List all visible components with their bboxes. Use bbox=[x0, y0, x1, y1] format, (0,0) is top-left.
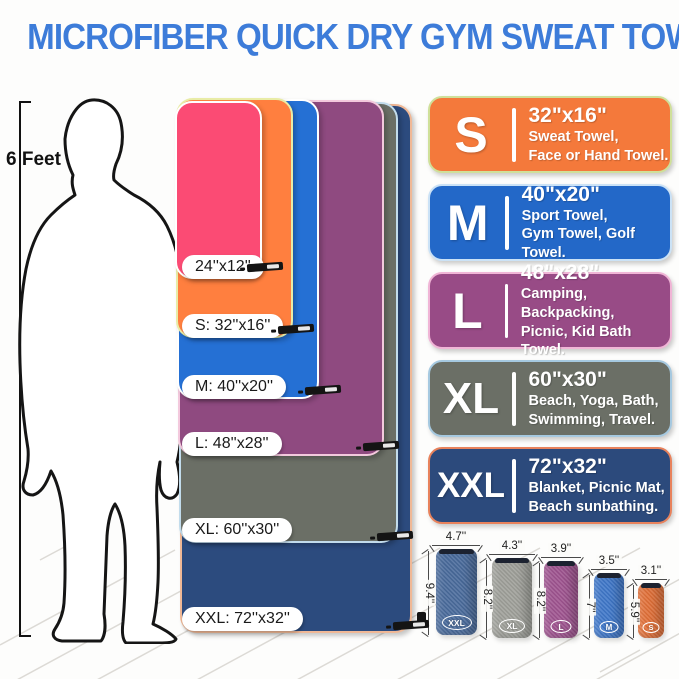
card-divider bbox=[512, 107, 516, 162]
width-dimension-label: 3.1'' bbox=[637, 565, 665, 577]
card-use-line1: Sport Towel, bbox=[521, 207, 608, 224]
width-dimension: 4.7'' bbox=[432, 531, 480, 546]
folded-towel-l: L bbox=[544, 561, 578, 638]
size-letter: M bbox=[446, 194, 489, 251]
size-card-l: L 48"x28" Camping, Backpacking, Picnic, … bbox=[428, 261, 672, 358]
card-use-line2: Gym Towel, Golf Towel. bbox=[521, 226, 635, 261]
size-letter: XXL bbox=[436, 465, 506, 505]
towel-size-pill: L: 48''x28'' bbox=[182, 432, 282, 456]
hang-loop-icon bbox=[417, 612, 426, 623]
card-use-line2: Face or Hand Towel. bbox=[528, 147, 669, 164]
card-use-line2: Beach sunbathing. bbox=[528, 498, 659, 515]
height-dimension: 9.4'' bbox=[423, 551, 435, 635]
towel-badge: S bbox=[642, 622, 660, 633]
size-letter: S bbox=[454, 106, 488, 163]
card-divider bbox=[512, 371, 516, 426]
size-card-xl: XL 60"x30" Beach, Yoga, Bath, Swimming, … bbox=[428, 360, 672, 437]
height-dimension-label: 8.2'' bbox=[481, 585, 493, 613]
towel-size-pill: XL: 60''x30'' bbox=[182, 518, 293, 542]
size-card-s: S 32"x16" Sweat Towel, Face or Hand Towe… bbox=[428, 96, 672, 173]
card-dimensions: 48"x28" bbox=[520, 261, 600, 285]
card-dimensions: 60"x30" bbox=[528, 367, 607, 391]
height-dimension: 8.2'' bbox=[534, 563, 546, 638]
towel-size-pill: M: 40''x20'' bbox=[182, 375, 287, 399]
folded-towel-xxl: XXL bbox=[436, 549, 477, 635]
width-dimension-label: 4.7'' bbox=[442, 531, 470, 543]
person-silhouette bbox=[18, 98, 187, 644]
width-dimension-label: 3.5'' bbox=[595, 555, 623, 567]
size-letter: L bbox=[452, 282, 483, 339]
folded-towel-s: S bbox=[638, 583, 664, 638]
card-use-line1: Camping, Backpacking, bbox=[520, 286, 615, 322]
height-dimension-label: 8.2'' bbox=[534, 587, 546, 614]
card-divider bbox=[505, 195, 509, 250]
towel-badge: XL bbox=[499, 619, 525, 633]
height-dimension-label: 5.9'' bbox=[628, 598, 640, 625]
towel-badge: M bbox=[599, 621, 619, 633]
card-dimensions: 72"x32" bbox=[528, 454, 607, 478]
towel-size-pill: S: 32''x16'' bbox=[182, 314, 284, 338]
height-dimension-label: 7'' bbox=[584, 598, 596, 615]
card-divider bbox=[504, 283, 508, 338]
card-use-line1: Beach, Yoga, Bath, bbox=[528, 393, 659, 410]
card-use-line2: Picnic, Kid Bath Towel. bbox=[520, 323, 632, 359]
width-dimension: 4.3'' bbox=[489, 540, 535, 555]
card-use-line1: Sweat Towel, bbox=[528, 129, 619, 146]
size-letter: XL bbox=[442, 373, 500, 423]
width-dimension-label: 3.9'' bbox=[547, 543, 575, 555]
card-divider bbox=[512, 458, 516, 513]
card-use-line2: Swimming, Travel. bbox=[528, 411, 656, 428]
width-dimension: 3.5'' bbox=[591, 555, 627, 570]
width-dimension: 3.9'' bbox=[541, 543, 581, 558]
size-card-m: M 40"x20" Sport Towel, Gym Towel, Golf T… bbox=[428, 182, 672, 261]
height-dimension: 7'' bbox=[584, 575, 596, 638]
size-card-xxl: XXL 72"x32" Blanket, Picnic Mat, Beach s… bbox=[428, 447, 672, 524]
towel-badge: XXL bbox=[441, 615, 472, 630]
height-dimension: 5.9'' bbox=[628, 585, 640, 638]
card-use-line1: Blanket, Picnic Mat, bbox=[528, 480, 665, 497]
width-dimension-label: 4.3'' bbox=[498, 540, 526, 552]
height-dimension-label: 9.4'' bbox=[423, 579, 435, 607]
towel-mini bbox=[175, 101, 262, 279]
folded-towel-xl: XL bbox=[492, 558, 532, 638]
card-dimensions: 32"x16" bbox=[528, 103, 607, 127]
card-dimensions: 40"x20" bbox=[521, 182, 600, 206]
folded-towel-m: M bbox=[594, 573, 624, 638]
towel-size-pill: XXL: 72''x32'' bbox=[182, 607, 303, 631]
page-title: MICROFIBER QUICK DRY GYM SWEAT TOWEL bbox=[27, 16, 679, 57]
height-label: 6 Feet bbox=[6, 149, 61, 170]
towel-badge: L bbox=[550, 620, 572, 633]
width-dimension: 3.1'' bbox=[635, 565, 667, 580]
height-dimension: 8.2'' bbox=[481, 560, 493, 638]
